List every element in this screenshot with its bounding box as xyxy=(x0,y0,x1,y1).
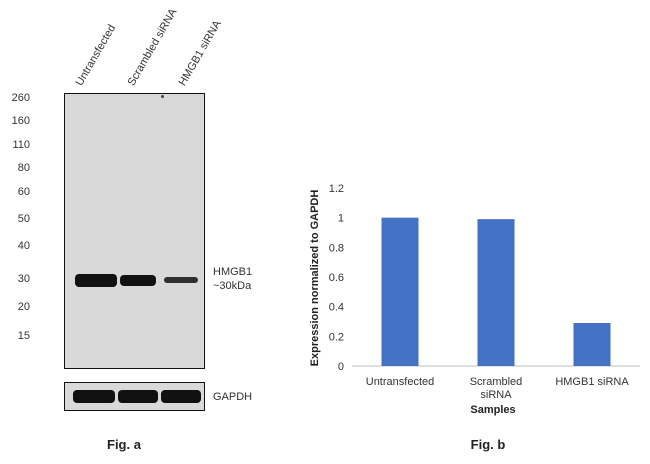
bar-2 xyxy=(573,322,611,366)
x-category-label-line: HMGB1 siRNA xyxy=(555,376,629,388)
blot-membrane xyxy=(64,93,205,369)
x-category-label: Scrambled siRNA xyxy=(470,376,523,401)
gapdh-label: GAPDH xyxy=(213,391,253,403)
blot-speck xyxy=(161,95,164,98)
gapdh-band-hmgb1-sirna xyxy=(161,390,201,403)
mw-marker-160: 160 xyxy=(11,115,30,127)
x-category-label: HMGB1 siRNA xyxy=(555,376,629,388)
mw-marker-80: 80 xyxy=(17,162,30,174)
x-category-label-line: siRNA xyxy=(480,389,512,401)
mw-marker-50: 50 xyxy=(17,213,30,225)
hmgb1-band-untransfected xyxy=(75,274,117,287)
hmgb1-band-label-line1: HMGB1 xyxy=(213,266,253,278)
y-tick-label: 0.8 xyxy=(329,242,344,254)
figure-label-b: Fig. b xyxy=(471,437,506,452)
mw-marker-260: 260 xyxy=(11,92,30,104)
y-tick-label: 0.4 xyxy=(329,302,344,314)
x-axis-label: Samples xyxy=(470,404,515,416)
mw-marker-40: 40 xyxy=(17,240,30,252)
mw-marker-20: 20 xyxy=(17,301,30,313)
gapdh-band-scrambled xyxy=(118,390,158,403)
bar-0 xyxy=(381,217,419,366)
bars xyxy=(381,217,611,366)
y-tick-label: 0.6 xyxy=(329,272,344,284)
y-tick-label: 1 xyxy=(338,213,344,225)
mw-marker-30: 30 xyxy=(17,273,30,285)
figure-label-a: Fig. a xyxy=(107,437,141,452)
bar-1 xyxy=(477,219,515,366)
x-category-label: Untransfected xyxy=(366,376,434,388)
x-category-label-line: Scrambled xyxy=(470,376,523,388)
mw-marker-60: 60 xyxy=(17,186,30,198)
y-tick-label: 0 xyxy=(338,361,344,373)
mw-marker-110: 110 xyxy=(12,139,30,151)
x-category-label-line: Untransfected xyxy=(366,376,434,388)
y-axis-ticks: 0 0.2 0.4 0.6 0.8 1 1.2 xyxy=(329,183,344,373)
hmgb1-band-label: HMGB1 ~30kDa xyxy=(213,265,252,293)
hmgb1-band-scrambled xyxy=(120,275,156,286)
gapdh-band-untransfected xyxy=(73,390,115,403)
hmgb1-band-label-line2: ~30kDa xyxy=(213,280,252,292)
hmgb1-band-hmgb1-sirna xyxy=(164,277,198,283)
y-tick-label: 0.2 xyxy=(329,331,344,343)
x-axis-categories: Untransfected Scrambled siRNA HMGB1 siRNA xyxy=(366,376,630,401)
gapdh-blot-strip xyxy=(64,382,205,411)
y-tick-label: 1.2 xyxy=(329,183,344,195)
mw-marker-15: 15 xyxy=(17,330,30,342)
y-axis-label: Expression normalized to GAPDH xyxy=(309,190,321,367)
